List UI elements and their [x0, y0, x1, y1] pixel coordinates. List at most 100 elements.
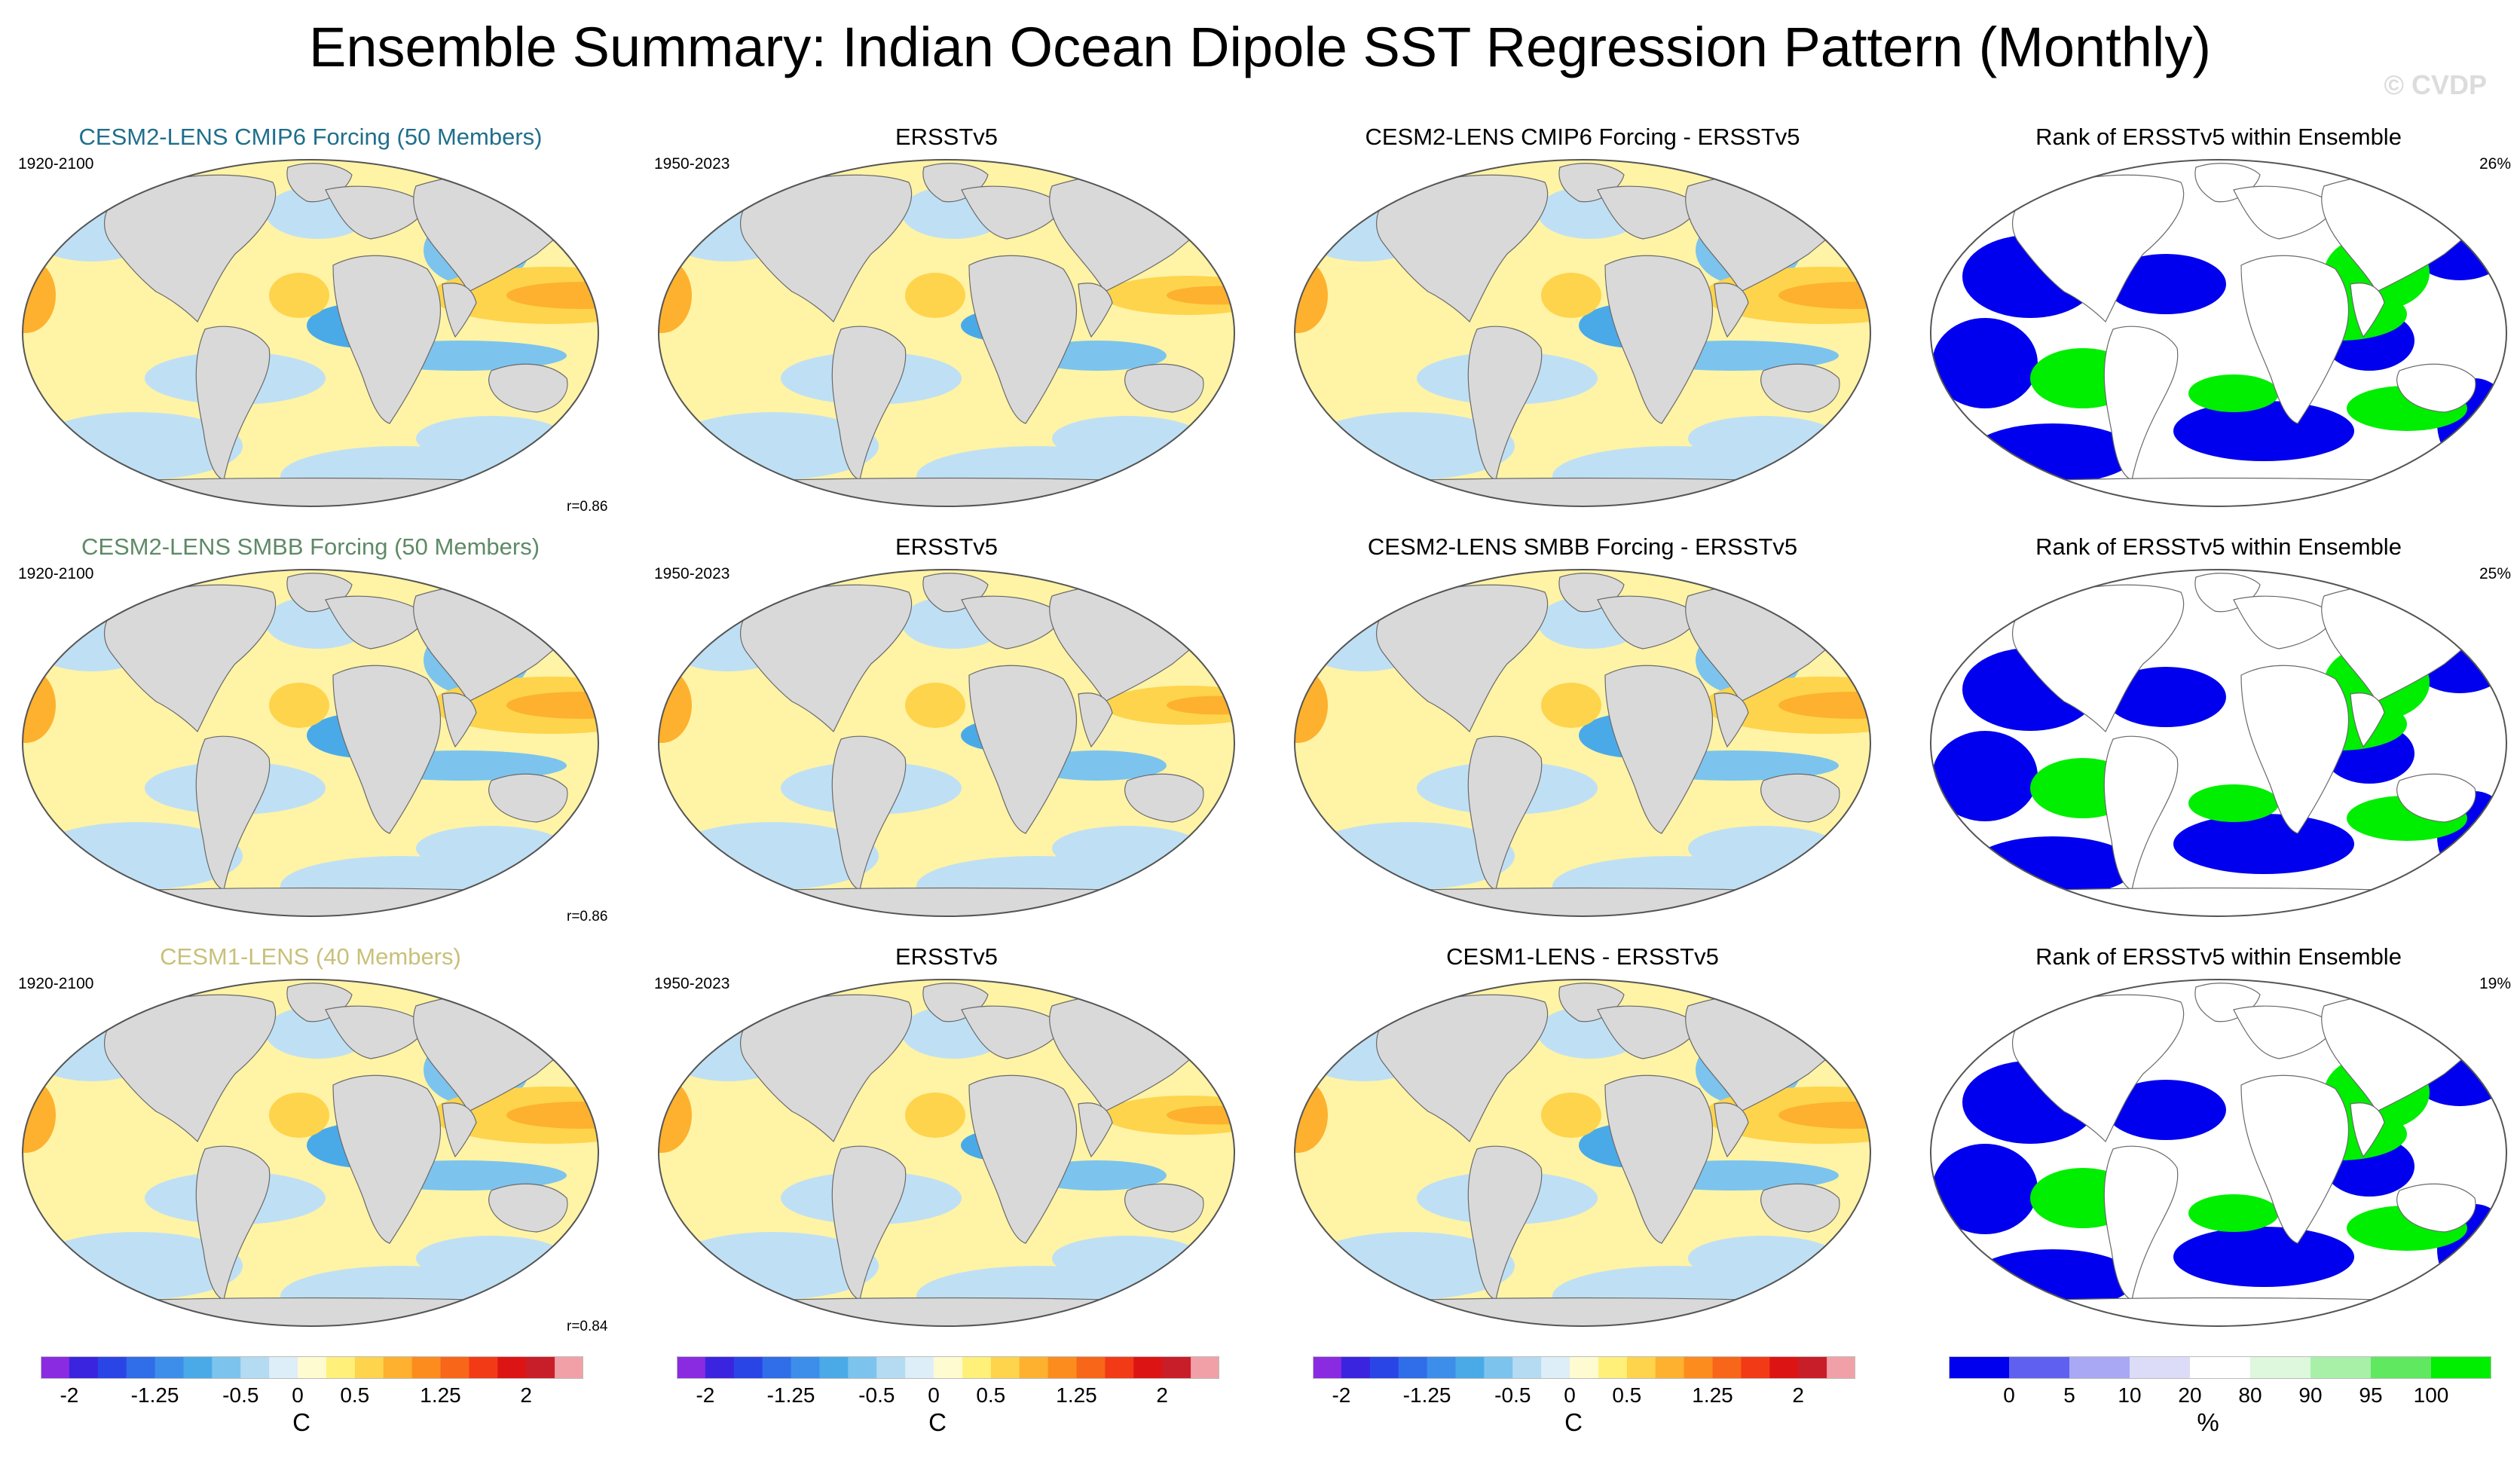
- colorbar-swatch: [962, 1356, 992, 1379]
- colorbar-swatch: [677, 1356, 706, 1379]
- obs-title: ERSSTv5: [895, 943, 999, 970]
- difference-title: CESM2-LENS SMBB Forcing - ERSSTv5: [1367, 533, 1798, 560]
- rank-low-region: [2106, 254, 2226, 314]
- model-title: CESM2-LENS CMIP6 Forcing (50 Members): [78, 124, 543, 150]
- sst-colorbar-2: -2 -1.25 -0.5 0 0.5 1.25 2 C: [677, 1356, 1219, 1439]
- colorbar-tick-label: 100: [2413, 1383, 2449, 1407]
- colorbar-swatch: [440, 1356, 469, 1379]
- colorbar-tick-label: 95: [2359, 1383, 2383, 1407]
- colorbar-tick-label: 0: [928, 1383, 940, 1407]
- negative-anomaly-region: [416, 1236, 567, 1281]
- colorbar-swatch: [1712, 1356, 1742, 1379]
- landmass-namerica: [740, 584, 913, 733]
- negative-anomaly-region: [1052, 1236, 1203, 1281]
- landmass-australia: [1124, 1183, 1204, 1233]
- equatorial-pacific-warm-core: [506, 282, 598, 309]
- map-border: [658, 569, 1235, 917]
- colorbar-swatch: [1741, 1356, 1770, 1379]
- colorbar-swatch: [1512, 1356, 1542, 1379]
- colorbar-tick-label: 0: [2003, 1383, 2015, 1407]
- period-label: 1950-2023: [654, 155, 730, 173]
- western-indian-warm-region: [1541, 273, 1601, 318]
- rank-low-region: [1932, 731, 2038, 821]
- map-border: [1930, 979, 2507, 1327]
- landmass-antarctica: [1977, 477, 2460, 506]
- equatorial-pacific-warm-core: [1167, 695, 1234, 715]
- colorbar-swatch: [526, 1356, 555, 1379]
- colorbar-strip: [41, 1356, 583, 1379]
- colorbar-tick-label: 0.5: [340, 1383, 370, 1407]
- colorbar-tick-label: 0.5: [976, 1383, 1006, 1407]
- landmass-namerica: [740, 174, 913, 323]
- landmass-africa: [968, 665, 1077, 834]
- colorbar-swatch: [411, 1356, 442, 1379]
- landmass-samerica: [2103, 326, 2179, 481]
- rank-low-region: [2173, 1227, 2354, 1287]
- obs-title: ERSSTv5: [895, 124, 999, 150]
- negative-anomaly-region: [1688, 416, 1839, 461]
- map-border: [1294, 569, 1871, 917]
- colorbar-tick-label: -2: [60, 1383, 79, 1407]
- map-border: [1930, 569, 2507, 917]
- colorbar-tick-label: 0: [1564, 1383, 1576, 1407]
- landmass-africa: [332, 665, 441, 834]
- colorbar-tick-label: 20: [2178, 1383, 2202, 1407]
- colorbar-tick-label: -2: [696, 1383, 715, 1407]
- western-indian-warm-region: [1541, 1093, 1601, 1138]
- landmass-antarctica: [705, 1297, 1188, 1326]
- colorbar-swatch: [183, 1356, 213, 1379]
- western-indian-warm-region: [905, 683, 965, 728]
- colorbar-tick-label: 2: [1156, 1383, 1168, 1407]
- western-indian-warm-region: [269, 683, 329, 728]
- western-indian-warm-region: [269, 273, 329, 318]
- model-title: CESM1-LENS (40 Members): [160, 943, 461, 970]
- rank-low-region: [1970, 836, 2136, 897]
- pattern-correlation: r=0.86: [567, 499, 608, 515]
- landmass-africa: [1604, 1074, 1713, 1244]
- period-label: 1950-2023: [654, 565, 730, 582]
- landmass-india: [2350, 692, 2385, 748]
- map-diff: [1294, 979, 1871, 1327]
- landmass-samerica: [1467, 1145, 1543, 1301]
- colorbar-tick-label: 1.25: [420, 1383, 461, 1407]
- landmass-europe: [325, 185, 428, 240]
- map-panel-rank-row3: Rank of ERSSTv5 within Ensemble 19%: [1917, 942, 2520, 1349]
- negative-anomaly-region: [1052, 416, 1203, 461]
- colorbar-tick-label: 1.25: [1692, 1383, 1733, 1407]
- map-panel-obs-row2: ERSSTv5 1950-2023: [645, 532, 1248, 939]
- colorbar-swatch: [1655, 1356, 1685, 1379]
- map-obs: [658, 569, 1235, 917]
- colorbar-strip: [1949, 1356, 2491, 1379]
- colorbar-swatch: [97, 1356, 127, 1379]
- rank-low-region: [2173, 814, 2354, 874]
- rank-high-region: [2188, 374, 2279, 412]
- landmass-africa: [1604, 665, 1713, 834]
- colorbar-swatch: [41, 1356, 70, 1379]
- colorbar-swatch: [326, 1356, 356, 1379]
- map-obs: [658, 979, 1235, 1327]
- rank-low-region: [2173, 401, 2354, 461]
- landmass-antarctica: [69, 887, 552, 916]
- landmass-europe: [1597, 595, 1700, 650]
- negative-anomaly-region: [1688, 826, 1839, 871]
- map-panel-obs-row3: ERSSTv5 1950-2023: [645, 942, 1248, 1349]
- colorbar-swatch: [1541, 1356, 1570, 1379]
- map-rank: [1930, 979, 2507, 1327]
- equatorial-pacific-warm-core: [1778, 1102, 1870, 1129]
- colorbar-swatch: [2190, 1356, 2251, 1379]
- colorbar-swatch: [2069, 1356, 2130, 1379]
- map-panel-diff-row2: CESM2-LENS SMBB Forcing - ERSSTv5: [1281, 532, 1884, 939]
- colorbar-swatch: [1162, 1356, 1191, 1379]
- colorbar-swatch: [1598, 1356, 1628, 1379]
- landmass-australia: [2396, 1183, 2476, 1233]
- landmass-africa: [2240, 665, 2349, 834]
- map-model: [22, 159, 599, 507]
- landmass-samerica: [1467, 735, 1543, 891]
- landmass-antarctica: [705, 477, 1188, 506]
- colorbar-swatch: [1427, 1356, 1456, 1379]
- landmass-africa: [2240, 1074, 2349, 1244]
- landmass-india: [1714, 283, 1749, 338]
- landmass-africa: [968, 1074, 1077, 1244]
- colorbar-tick-label: 10: [2118, 1383, 2142, 1407]
- colorbar-tick-label: -0.5: [858, 1383, 895, 1407]
